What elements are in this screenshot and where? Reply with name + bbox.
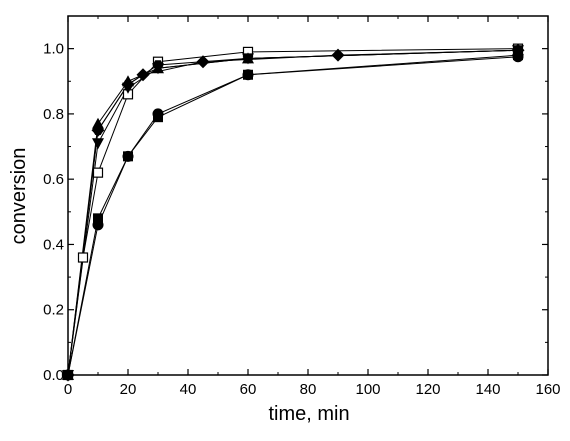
series-line-filled-square bbox=[67, 54, 519, 376]
data-point-filled-hexagon bbox=[242, 53, 254, 64]
x-tick-label: 100 bbox=[355, 381, 380, 398]
data-point-filled-square bbox=[123, 151, 133, 162]
series-line-filled-hexagon bbox=[67, 49, 519, 376]
x-axis-label: time, min bbox=[268, 403, 349, 425]
plot-frame bbox=[67, 15, 549, 376]
x-tick-label: 140 bbox=[475, 381, 500, 398]
data-point-filled-hexagon bbox=[92, 125, 104, 135]
data-point-open-square bbox=[77, 252, 89, 263]
data-point-filled-square bbox=[93, 213, 103, 224]
series-lines bbox=[67, 48, 519, 376]
data-markers bbox=[61, 43, 525, 382]
x-tick-label: 40 bbox=[180, 381, 197, 398]
data-point-filled-diamond bbox=[331, 48, 345, 62]
y-tick-label: 0.6 bbox=[43, 171, 64, 188]
y-tick-label: 1.0 bbox=[43, 41, 64, 58]
data-point-filled-square bbox=[153, 112, 163, 123]
x-tick-label: 160 bbox=[535, 381, 560, 398]
series-line-filled-diamond bbox=[67, 49, 519, 376]
data-point-filled-hexagon bbox=[512, 45, 524, 56]
data-point-filled-diamond bbox=[136, 68, 150, 82]
data-point-filled-hexagon bbox=[62, 370, 74, 380]
x-tick-label: 0 bbox=[64, 381, 72, 398]
y-axis-label: conversion bbox=[8, 148, 30, 245]
data-point-filled-hexagon bbox=[152, 60, 164, 70]
series-line-open-square bbox=[67, 48, 519, 376]
series-line-filled-circle bbox=[67, 56, 519, 376]
y-tick-label: 0.0 bbox=[43, 367, 64, 384]
plot-border bbox=[67, 15, 549, 376]
y-tick-label: 0.4 bbox=[43, 236, 64, 253]
data-point-filled-square bbox=[243, 69, 253, 80]
x-tick-label: 80 bbox=[300, 381, 317, 398]
data-point-filled-hexagon bbox=[122, 79, 134, 90]
x-tick-label: 120 bbox=[415, 381, 440, 398]
x-tick-label: 20 bbox=[120, 381, 137, 398]
y-tick-label: 0.2 bbox=[43, 302, 64, 319]
tick-labels: 0 20 40 60 80 100 120 140 160 0.0 0.2 0.4 0.6 0.8 1.0 bbox=[43, 41, 560, 398]
data-point-filled-diamond bbox=[196, 55, 210, 69]
series-line-filled-triangle-up bbox=[67, 49, 519, 376]
x-tick-label: 60 bbox=[240, 381, 257, 398]
series-line-filled-triangle-down bbox=[67, 49, 519, 376]
data-point-open-square bbox=[92, 167, 104, 178]
data-point-filled-triangle-down bbox=[92, 138, 104, 150]
y-tick-label: 0.8 bbox=[43, 106, 64, 123]
axis-ticks bbox=[67, 15, 549, 376]
